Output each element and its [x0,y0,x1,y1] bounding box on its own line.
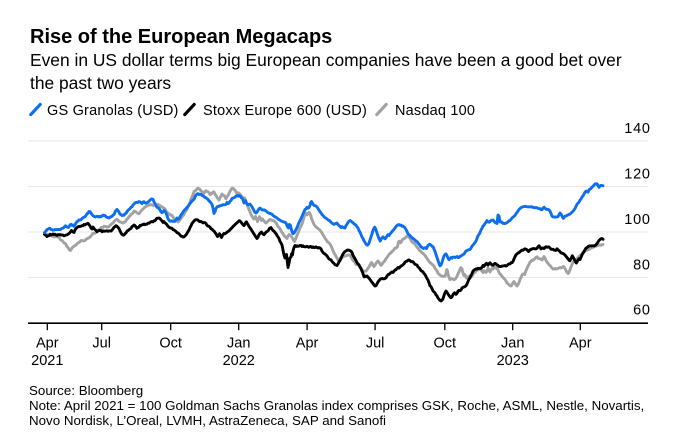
svg-text:120: 120 [624,166,651,182]
svg-text:80: 80 [633,257,651,273]
svg-text:Apr: Apr [569,336,592,352]
svg-text:140: 140 [624,121,651,137]
svg-text:Oct: Oct [159,336,182,352]
svg-text:Oct: Oct [434,336,457,352]
svg-text:Jan: Jan [227,336,250,352]
svg-text:Apr: Apr [296,336,319,352]
svg-text:2023: 2023 [497,353,529,369]
svg-text:Jul: Jul [92,336,111,352]
svg-text:60: 60 [633,303,651,319]
svg-text:Jan: Jan [501,336,524,352]
svg-text:2021: 2021 [31,353,63,369]
svg-text:100: 100 [624,212,651,228]
svg-text:Jul: Jul [366,336,385,352]
svg-text:2022: 2022 [223,353,255,369]
svg-text:Apr: Apr [36,336,59,352]
